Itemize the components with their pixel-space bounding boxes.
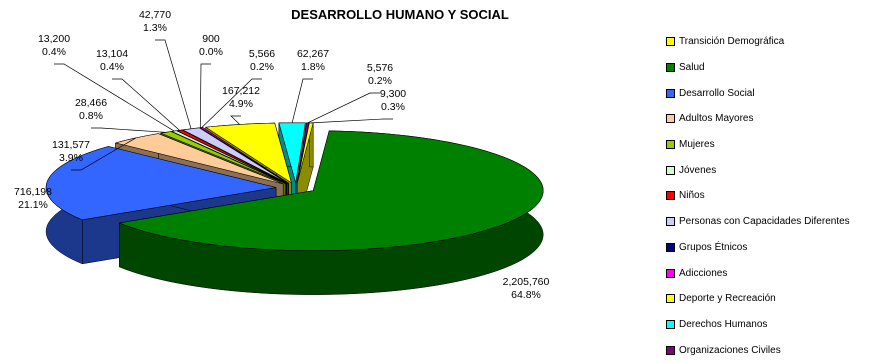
legend-item-adultos-mayores: Adultos Mayores <box>666 106 871 132</box>
legend-item-organizaciones-civiles: Organizaciones Civiles <box>666 337 871 363</box>
legend-label-grupos-etnicos: Grupos Étnicos <box>679 242 747 253</box>
legend-label-salud: Salud <box>679 62 705 73</box>
legend-label-ninos: Niños <box>679 190 705 201</box>
leader-line-deporte-y-recreacion <box>231 116 241 124</box>
data-label-percent-mujeres: 0.8% <box>79 110 103 122</box>
data-label-value-mujeres: 28,466 <box>75 97 107 109</box>
legend-swatch-desarrollo-social <box>666 89 675 98</box>
legend-label-adicciones: Adicciones <box>679 268 727 279</box>
data-label-percent-adicciones: 0.2% <box>250 61 274 73</box>
legend-swatch-mujeres <box>666 140 675 149</box>
data-label-value-salud: 2,205,760 <box>503 276 550 288</box>
legend-item-deporte-y-recreacion: Deporte y Recreación <box>666 286 871 312</box>
legend-label-derechos-humanos: Derechos Humanos <box>679 319 767 330</box>
legend-item-jovenes: Jóvenes <box>666 157 871 183</box>
legend-label-deporte-y-recreacion: Deporte y Recreación <box>679 293 776 304</box>
leader-line-jovenes <box>54 64 174 131</box>
data-label-value-adultos-mayores: 131,577 <box>52 139 90 151</box>
legend-swatch-personas-con-capacidades-diferentes <box>666 217 675 226</box>
data-label-percent-transicion-demografica: 0.3% <box>381 101 405 113</box>
legend-item-mujeres: Mujeres <box>666 132 871 158</box>
data-label-percent-personas-con-capacidades-diferentes: 1.3% <box>143 22 167 34</box>
data-label-value-adicciones: 5,566 <box>249 48 275 60</box>
legend-item-salud: Salud <box>666 55 871 81</box>
legend-item-personas-con-capacidades-diferentes: Personas con Capacidades Diferentes <box>666 209 871 235</box>
legend-label-adultos-mayores: Adultos Mayores <box>679 113 753 124</box>
data-label-percent-deporte-y-recreacion: 4.9% <box>229 98 253 110</box>
data-label-percent-grupos-etnicos: 0.0% <box>199 46 223 58</box>
legend-swatch-salud <box>666 63 675 72</box>
leader-line-personas-con-capacidades-diferentes <box>155 40 191 129</box>
leader-line-transicion-demografica <box>311 119 393 123</box>
legend-label-desarrollo-social: Desarrollo Social <box>679 88 755 99</box>
legend-item-transicion-demografica: Transición Demográfica <box>666 29 871 55</box>
data-label-percent-organizaciones-civiles: 0.2% <box>368 75 392 87</box>
legend-label-mujeres: Mujeres <box>679 139 715 150</box>
legend-item-adicciones: Adicciones <box>666 260 871 286</box>
data-label-value-desarrollo-social: 716,198 <box>14 186 52 198</box>
legend-swatch-adicciones <box>666 269 675 278</box>
data-label-value-personas-con-capacidades-diferentes: 42,770 <box>139 9 171 21</box>
chart-title: DESARROLLO HUMANO Y SOCIAL <box>230 7 570 22</box>
legend-swatch-grupos-etnicos <box>666 243 675 252</box>
data-label-value-jovenes: 13,200 <box>38 33 70 45</box>
leader-line-grupos-etnicos <box>200 64 211 128</box>
chart-legend: Transición Demográfica Salud Desarrollo So… <box>666 29 871 363</box>
data-label-value-grupos-etnicos: 900 <box>202 33 220 45</box>
legend-label-jovenes: Jóvenes <box>679 165 716 176</box>
legend-item-derechos-humanos: Derechos Humanos <box>666 312 871 338</box>
data-label-percent-salud: 64.8% <box>511 289 541 301</box>
data-label-percent-jovenes: 0.4% <box>42 46 66 58</box>
data-label-value-transicion-demografica: 9,300 <box>380 88 406 100</box>
legend-item-grupos-etnicos: Grupos Étnicos <box>666 235 871 261</box>
leader-line-derechos-humanos <box>292 79 313 123</box>
data-label-value-organizaciones-civiles: 5,576 <box>367 62 393 74</box>
legend-label-transicion-demografica: Transición Demográfica <box>679 36 784 47</box>
legend-swatch-jovenes <box>666 166 675 175</box>
legend-swatch-adultos-mayores <box>666 114 675 123</box>
data-label-percent-desarrollo-social: 21.1% <box>18 199 48 211</box>
legend-item-ninos: Niños <box>666 183 871 209</box>
data-label-value-deporte-y-recreacion: 167,212 <box>222 85 260 97</box>
legend-swatch-organizaciones-civiles <box>666 346 675 355</box>
data-label-value-ninos: 13,104 <box>96 48 128 60</box>
data-label-percent-ninos: 0.4% <box>100 61 124 73</box>
leader-line-organizaciones-civiles <box>308 93 380 123</box>
legend-swatch-deporte-y-recreacion <box>666 294 675 303</box>
legend-swatch-ninos <box>666 191 675 200</box>
legend-swatch-transicion-demografica <box>666 37 675 46</box>
leader-line-mujeres <box>91 128 166 132</box>
data-label-value-derechos-humanos: 62,267 <box>297 48 329 60</box>
legend-swatch-derechos-humanos <box>666 320 675 329</box>
leader-line-ninos <box>112 79 179 130</box>
legend-label-personas-con-capacidades-diferentes: Personas con Capacidades Diferentes <box>679 216 850 227</box>
data-label-percent-adultos-mayores: 3.9% <box>59 152 83 164</box>
legend-item-desarrollo-social: Desarrollo Social <box>666 80 871 106</box>
data-label-percent-derechos-humanos: 1.8% <box>301 61 325 73</box>
legend-label-organizaciones-civiles: Organizaciones Civiles <box>679 345 781 356</box>
